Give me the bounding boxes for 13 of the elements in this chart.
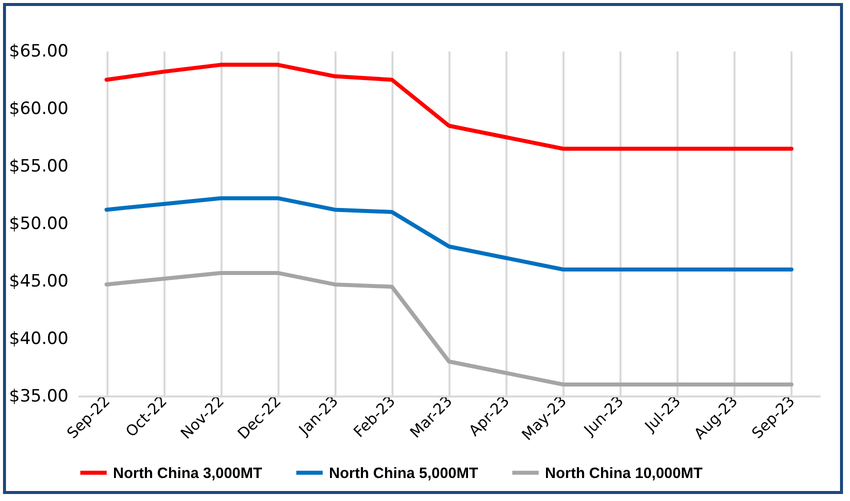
legend-label: North China 10,000MT — [545, 464, 703, 482]
y-tick-label: $50.00 — [9, 214, 68, 234]
legend-label: North China 3,000MT — [113, 464, 262, 482]
y-tick-label: $60.00 — [9, 99, 68, 119]
line-series — [104, 196, 794, 272]
y-tick-label: $45.00 — [9, 272, 68, 292]
y-tick-label: $55.00 — [9, 156, 68, 176]
line-series — [104, 62, 794, 151]
y-tick-label: $40.00 — [9, 329, 68, 349]
y-tick-label: $65.00 — [9, 42, 68, 62]
legend-label: North China 5,000MT — [329, 464, 478, 482]
y-tick-label: $35.00 — [9, 386, 68, 406]
line-series — [104, 270, 794, 386]
